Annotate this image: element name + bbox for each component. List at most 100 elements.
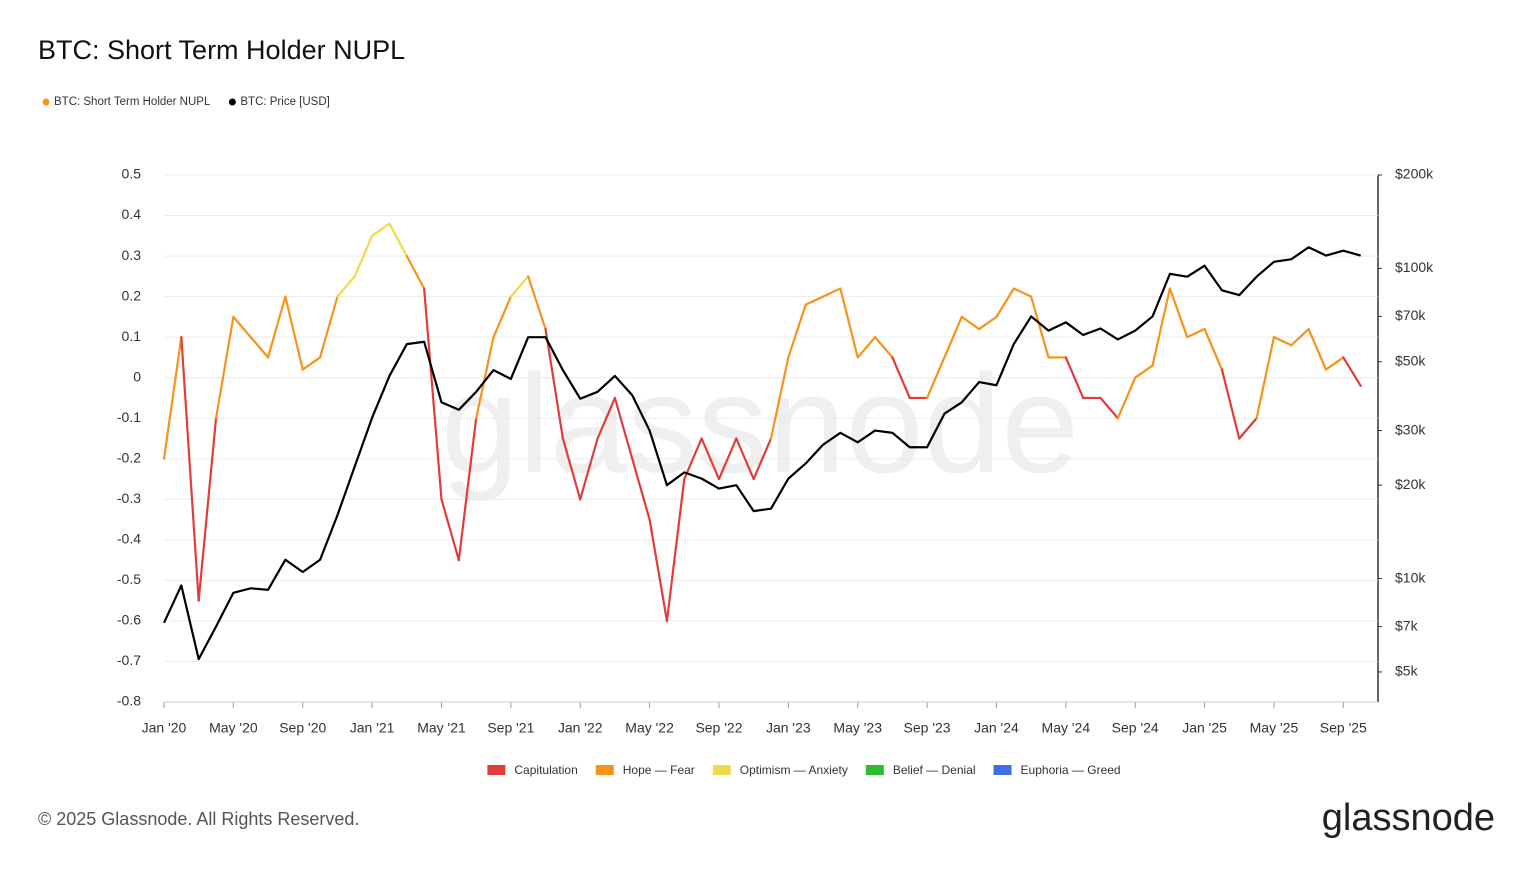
line-segment: [1255, 336, 1276, 420]
line-segment: [769, 356, 790, 440]
line-segment: [1203, 327, 1224, 371]
x-tick-label: Sep '20: [279, 720, 326, 736]
line-segment: [440, 498, 460, 562]
y-tick-label: 0.3: [122, 247, 142, 263]
line-segment: [1290, 327, 1310, 347]
zone-label: Euphoria — Greed: [1021, 763, 1121, 777]
y-tick-label: -0.1: [117, 409, 141, 425]
legend-label: BTC: Price [USD]: [240, 96, 329, 108]
y-tick-label: -0.6: [117, 612, 141, 628]
x-tick-label: Sep '24: [1112, 720, 1159, 736]
line-segment: [839, 287, 859, 359]
zone-swatch: [865, 765, 884, 775]
x-tick-label: Jan '21: [350, 720, 395, 736]
zone-label: Belief — Denial: [893, 763, 976, 777]
y-tick-label: 0.4: [122, 206, 142, 222]
brand-logo: glassnode: [1322, 797, 1495, 839]
line-segment: [978, 315, 998, 331]
line-segment: [1186, 327, 1206, 339]
line-segment: [631, 457, 651, 521]
line-segment: [492, 295, 512, 339]
x-tick-label: Sep '22: [695, 720, 742, 736]
line-segment: [527, 275, 547, 331]
line-segment: [717, 437, 738, 481]
line-segment: [579, 437, 599, 501]
zone-swatch: [993, 765, 1012, 775]
line-segment: [284, 295, 304, 371]
line-segment: [1272, 336, 1293, 347]
line-segment: [561, 437, 582, 501]
x-tick-label: May '25: [1250, 720, 1299, 736]
y-tick-label: -0.8: [117, 693, 141, 709]
line-segment: [475, 336, 495, 420]
legend-label: BTC: Short Term Holder NUPL: [54, 96, 211, 108]
legend-dot: [228, 98, 236, 106]
y-tick-label: -0.7: [117, 652, 141, 668]
line-segment: [1151, 287, 1171, 367]
line-segment: [891, 356, 911, 400]
y2-tick-label: $20k: [1395, 476, 1426, 492]
line-segment: [388, 222, 408, 258]
line-segment: [1220, 368, 1241, 440]
line-segment: [353, 234, 374, 278]
y2-tick-label: $100k: [1395, 259, 1434, 275]
line-segment: [301, 356, 322, 371]
zone-swatch: [712, 765, 731, 775]
x-tick-label: May '24: [1042, 720, 1091, 736]
legend-dot: [42, 98, 50, 106]
line-segment: [249, 336, 270, 359]
zone-swatch: [595, 765, 614, 775]
line-segment: [1116, 376, 1137, 420]
line-segment: [197, 417, 218, 602]
line-segment: [1030, 295, 1050, 359]
y2-tick-label: $30k: [1395, 421, 1426, 437]
x-tick-label: May '23: [833, 720, 882, 736]
line-segment: [995, 287, 1015, 318]
line-segment: [1307, 327, 1328, 371]
line-segment: [648, 518, 669, 623]
y2-tick-label: $70k: [1395, 307, 1426, 323]
zone-label: Optimism — Anxiety: [740, 763, 848, 777]
line-segment: [960, 315, 981, 331]
line-segment: [1012, 287, 1033, 298]
line-segment: [457, 417, 478, 562]
line-segment: [804, 295, 825, 306]
line-segment: [371, 222, 391, 237]
line-segment: [266, 295, 287, 359]
y-tick-label: -0.3: [117, 490, 141, 506]
line-segment: [735, 437, 755, 481]
line-segment: [613, 396, 634, 460]
line-segment: [700, 437, 721, 481]
y2-tick-label: $200k: [1395, 166, 1434, 182]
line-segment: [1342, 356, 1362, 387]
x-tick-label: Sep '21: [487, 720, 534, 736]
line-segment: [665, 477, 686, 623]
price-line: [163, 246, 1361, 661]
line-segment: [162, 336, 183, 460]
x-tick-label: Jan '20: [142, 720, 187, 736]
line-segment: [232, 315, 252, 339]
line-segment: [596, 396, 617, 440]
line-segment: [405, 254, 426, 290]
zone-label: Capitulation: [514, 763, 577, 777]
line-segment: [821, 287, 842, 298]
line-segment: [1238, 417, 1258, 440]
y-tick-label: -0.5: [117, 571, 141, 587]
y-tick-label: 0.2: [122, 287, 142, 303]
line-segment: [509, 275, 530, 298]
line-segment: [180, 336, 200, 602]
x-tick-label: May '21: [417, 720, 466, 736]
x-tick-label: Jan '24: [974, 720, 1019, 736]
x-tick-label: May '22: [625, 720, 674, 736]
y2-tick-label: $5k: [1395, 663, 1419, 679]
line-segment: [873, 336, 894, 359]
x-tick-label: Jan '25: [1182, 720, 1227, 736]
footer: © 2025 Glassnode. All Rights Reserved.: [38, 809, 359, 829]
line-segment: [1134, 364, 1154, 379]
y-tick-label: 0.5: [122, 166, 142, 182]
line-segment: [943, 315, 963, 359]
y-tick-label: 0: [133, 368, 141, 384]
x-tick-label: Sep '23: [904, 720, 951, 736]
